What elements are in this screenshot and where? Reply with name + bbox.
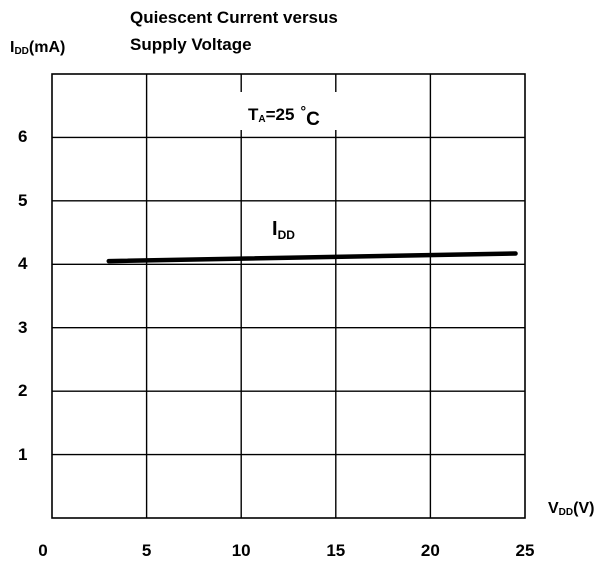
y-tick-label: 3: [18, 317, 28, 337]
series-line-idd: [106, 251, 518, 264]
x-tick-label: 20: [420, 541, 440, 560]
y-tick-label: 1: [18, 444, 28, 464]
x-axis-label: VDD(V): [548, 500, 595, 518]
y-tick-label: 6: [18, 127, 28, 147]
plot-frame: [51, 73, 526, 519]
temperature-annotation: TA=25 °C: [248, 103, 320, 130]
chart-title-line1: Quiescent Current versus: [130, 8, 338, 27]
y-tick-label: 2: [18, 381, 28, 401]
x-tick-label: 15: [326, 541, 346, 560]
y-tick-label: 4: [18, 254, 28, 274]
x-tick-label: 0: [38, 541, 48, 560]
chart-title-line2: Supply Voltage: [130, 35, 252, 54]
x-tick-label: 25: [515, 541, 535, 560]
x-tick-label: 5: [141, 541, 152, 560]
x-tick-label: 10: [231, 541, 251, 560]
annotation-background: [238, 92, 353, 130]
y-tick-label: 5: [18, 190, 28, 210]
y-axis-label: IDD(mA): [10, 39, 66, 57]
series-label-idd: IDD: [272, 218, 295, 242]
